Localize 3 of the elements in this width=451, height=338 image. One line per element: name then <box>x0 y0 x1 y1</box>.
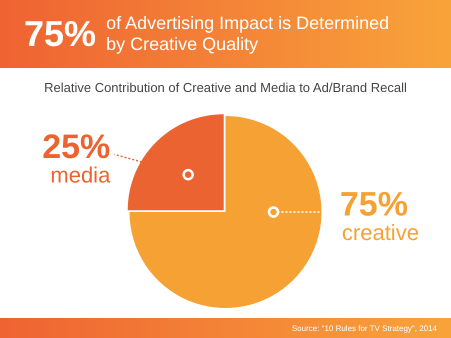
chart-title: 75% of Advertising Impact is Determined by Creative Quality <box>24 13 390 55</box>
source-note: Source: "10 Rules for TV Strategy", 2014 <box>292 324 437 332</box>
chart-subtitle: Relative Contribution of Creative and Media to Ad/Brand Recall <box>43 80 408 95</box>
